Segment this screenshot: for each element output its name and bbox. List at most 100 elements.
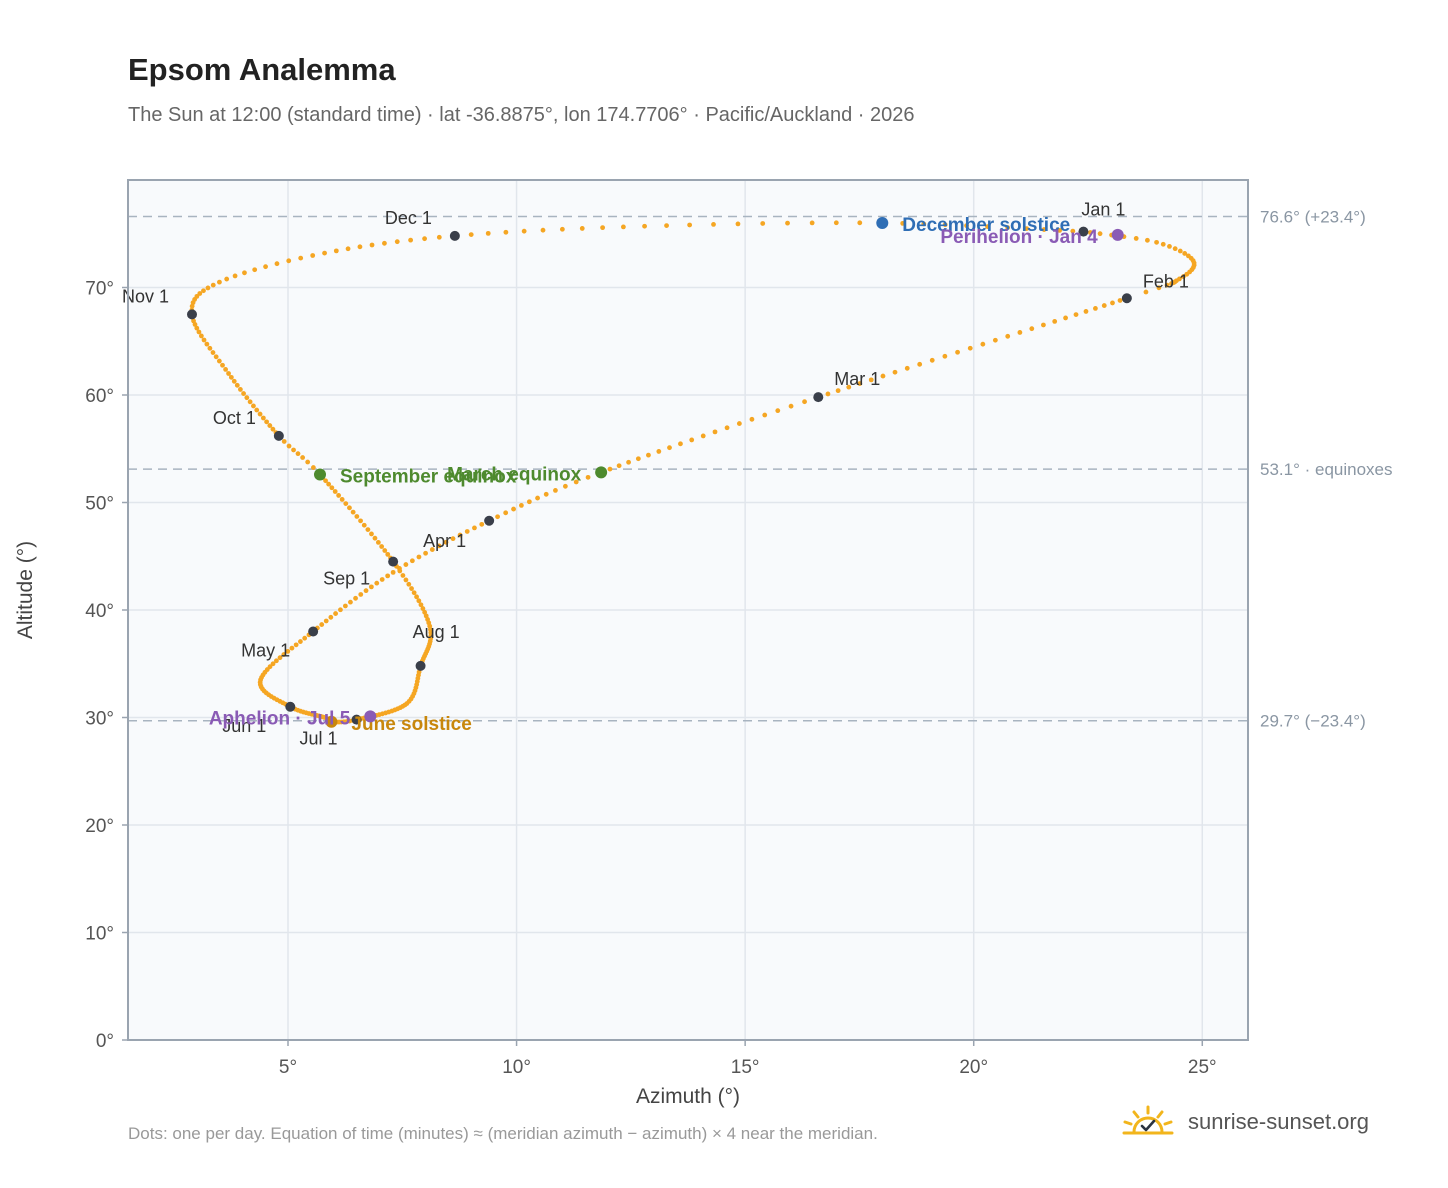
x-axis-label: Azimuth (°) (636, 1085, 740, 1108)
day-dot (964, 223, 969, 229)
day-dot (210, 350, 216, 355)
footer-note: Dots: one per day. Equation of time (min… (128, 1124, 878, 1143)
day-dot (403, 562, 409, 567)
month-marker (415, 660, 426, 671)
month-marker (273, 430, 284, 441)
event-label: Perihelion · Jan 4 (940, 227, 1098, 248)
day-dot (305, 459, 311, 465)
day-dot (385, 551, 391, 557)
day-dot (511, 506, 516, 512)
month-marker (285, 701, 296, 712)
day-dot (1154, 239, 1159, 245)
month-marker (1078, 226, 1089, 237)
day-dot (687, 222, 693, 228)
day-dot (368, 584, 374, 590)
day-dot (394, 239, 400, 245)
day-dot (244, 395, 250, 401)
day-dot (234, 382, 240, 388)
day-dot (809, 220, 815, 226)
event-label: Aphelion · Jul 5 (209, 708, 351, 729)
day-dot (358, 592, 364, 597)
month-marker-label: Oct 1 (213, 408, 256, 428)
day-dot (1101, 303, 1107, 308)
day-dot (543, 491, 549, 497)
x-tick-label: 10° (502, 1057, 531, 1078)
day-dot (835, 388, 841, 394)
day-dot (338, 607, 343, 613)
day-dot (353, 595, 358, 601)
day-dot (423, 550, 428, 556)
day-dot (281, 439, 287, 444)
day-dot (479, 521, 485, 527)
day-dot (273, 658, 279, 664)
month-marker-label: Dec 1 (385, 208, 432, 228)
y-tick-label: 70° (85, 279, 114, 300)
day-dot (775, 408, 781, 414)
day-dot (559, 226, 565, 232)
day-dot (1145, 237, 1150, 243)
day-dot (1160, 241, 1166, 247)
day-dot (342, 603, 348, 609)
day-dot (254, 407, 260, 413)
day-dot (579, 226, 585, 231)
day-dot (642, 223, 647, 229)
day-dot (232, 273, 238, 279)
month-marker (484, 515, 495, 526)
month-marker (813, 392, 824, 403)
day-dot (242, 270, 247, 276)
day-dot (310, 465, 316, 470)
day-dot (1029, 326, 1035, 332)
x-tick-label: 5° (279, 1057, 297, 1078)
axes: 5° 10° 15° 20° 25° 0° 10° 20° 30° 40° 50° 60° 70° Azi… (14, 279, 1217, 1109)
day-dot (521, 228, 527, 234)
event-marker (1111, 228, 1124, 241)
day-dot (257, 411, 263, 417)
chart-title: Epsom Analemma (128, 52, 396, 87)
month-marker (187, 309, 197, 320)
day-dot (224, 276, 230, 282)
day-dot (216, 358, 222, 364)
day-dot (1073, 312, 1079, 318)
day-dot (323, 618, 329, 624)
brand[interactable]: sunrise-sunset.org (1120, 1102, 1369, 1142)
day-dot (678, 441, 683, 447)
day-dot (226, 371, 231, 376)
day-dot (333, 611, 338, 616)
day-dot (329, 485, 335, 491)
day-dot (286, 258, 292, 264)
day-dot (540, 227, 546, 233)
y-tick-label: 30° (85, 709, 114, 730)
day-dot (197, 291, 203, 296)
day-dot (724, 425, 730, 431)
day-dot (880, 373, 886, 379)
day-dot (450, 536, 456, 542)
day-dot (942, 353, 948, 359)
day-dot (251, 403, 256, 409)
month-marker (1121, 293, 1132, 304)
day-dot (1133, 236, 1139, 241)
day-dot (345, 246, 351, 252)
reference-line-label: 76.6° (+23.4°) (1260, 208, 1366, 227)
month-marker (351, 714, 362, 725)
event-label: December solstice (902, 215, 1070, 236)
day-dot (667, 445, 672, 451)
month-marker-label: Jan 1 (1081, 200, 1125, 220)
day-dot (436, 543, 442, 549)
day-dot (418, 602, 424, 608)
day-dot (375, 540, 381, 545)
day-dot (868, 377, 874, 383)
day-dot (929, 357, 935, 363)
day-dot (403, 577, 409, 583)
day-dot (1097, 231, 1103, 237)
day-dot (573, 479, 579, 485)
day-dot (526, 499, 532, 505)
day-dot (241, 391, 246, 396)
day-dot (328, 614, 334, 620)
day-dot (1177, 248, 1183, 254)
y-tick-label: 60° (85, 386, 114, 407)
event-marker (325, 715, 338, 728)
day-dot (332, 489, 338, 494)
day-dot (298, 639, 303, 644)
day-dot (495, 514, 500, 520)
day-dot (323, 478, 328, 484)
